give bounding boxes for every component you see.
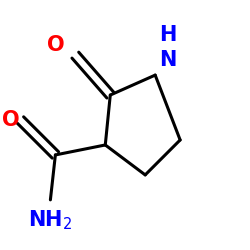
- Text: H: H: [159, 25, 176, 45]
- Text: NH$_2$: NH$_2$: [28, 208, 73, 232]
- Text: O: O: [46, 35, 64, 55]
- Text: N: N: [159, 50, 176, 70]
- Text: O: O: [2, 110, 19, 130]
